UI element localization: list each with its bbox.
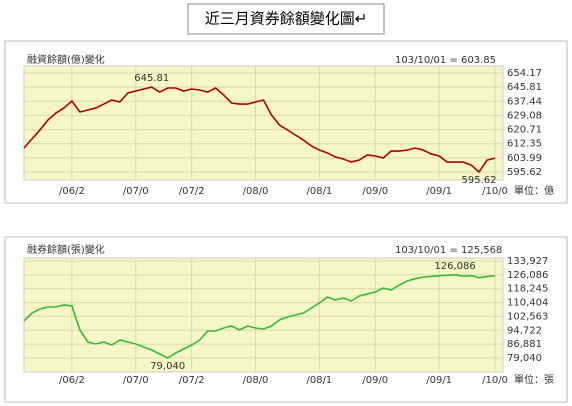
x-tick-label: /09/1 bbox=[426, 186, 452, 197]
x-tick-label: /08/0 bbox=[243, 186, 269, 197]
x-tick-label: /08/1 bbox=[306, 186, 332, 197]
y-tick-label: 118,245 bbox=[507, 284, 548, 295]
x-tick-label: /09/0 bbox=[362, 375, 388, 386]
min-label: 595.62 bbox=[462, 175, 497, 186]
y-tick-label: 637.44 bbox=[507, 96, 542, 107]
x-tick-label: /07/2 bbox=[179, 186, 205, 197]
title-box bbox=[187, 3, 385, 35]
plot-area bbox=[23, 65, 504, 181]
unit-label: 單位：億 bbox=[514, 184, 554, 197]
y-tick-label: 79,040 bbox=[507, 353, 542, 364]
y-tick-label: 110,404 bbox=[507, 298, 548, 309]
max-label: 126,086 bbox=[434, 261, 475, 272]
y-tick-label: 629.08 bbox=[507, 110, 542, 121]
y-tick-label: 645.81 bbox=[507, 82, 542, 93]
x-tick-label: /08/1 bbox=[306, 375, 332, 386]
data-line bbox=[23, 274, 496, 359]
y-tick-label: 620.71 bbox=[507, 125, 542, 136]
x-tick-label: /07/0 bbox=[123, 186, 149, 197]
x-tick-label: /09/1 bbox=[426, 375, 452, 386]
x-tick-label: /07/0 bbox=[123, 375, 149, 386]
max-label: 645.81 bbox=[134, 73, 169, 84]
unit-label: 單位：張 bbox=[514, 373, 554, 386]
y-tick-label: 86,881 bbox=[507, 339, 542, 350]
page-title: 近三月資券餘額變化圖↵ bbox=[205, 10, 368, 28]
y-tick-label: 126,086 bbox=[507, 270, 548, 281]
y-tick-label: 94,722 bbox=[507, 325, 542, 336]
y-tick-label: 133,927 bbox=[507, 256, 548, 267]
y-tick-label: 654.17 bbox=[507, 68, 542, 79]
x-tick-label: /06/2 bbox=[59, 186, 85, 197]
chart-title: 融券餘額(張)變化 bbox=[27, 243, 105, 256]
latest-value: 103/10/01 = 603.85 bbox=[395, 55, 496, 66]
x-tick-label: /07/2 bbox=[179, 375, 205, 386]
latest-value: 103/10/01 = 125,568 bbox=[395, 245, 502, 256]
x-tick-label: /08/0 bbox=[243, 375, 269, 386]
y-tick-label: 102,563 bbox=[507, 311, 548, 322]
x-tick-label: /09/0 bbox=[362, 186, 388, 197]
x-tick-label: /06/2 bbox=[59, 375, 85, 386]
y-tick-label: 603.99 bbox=[507, 153, 542, 164]
chart-title: 融資餘額(億)變化 bbox=[27, 53, 105, 66]
y-tick-label: 595.62 bbox=[507, 167, 542, 178]
x-tick-label: /10/0 bbox=[482, 186, 508, 197]
x-tick-label: /10/0 bbox=[482, 375, 508, 386]
min-label: 79,040 bbox=[150, 361, 185, 372]
data-line bbox=[23, 86, 496, 174]
y-tick-label: 612.35 bbox=[507, 139, 542, 150]
